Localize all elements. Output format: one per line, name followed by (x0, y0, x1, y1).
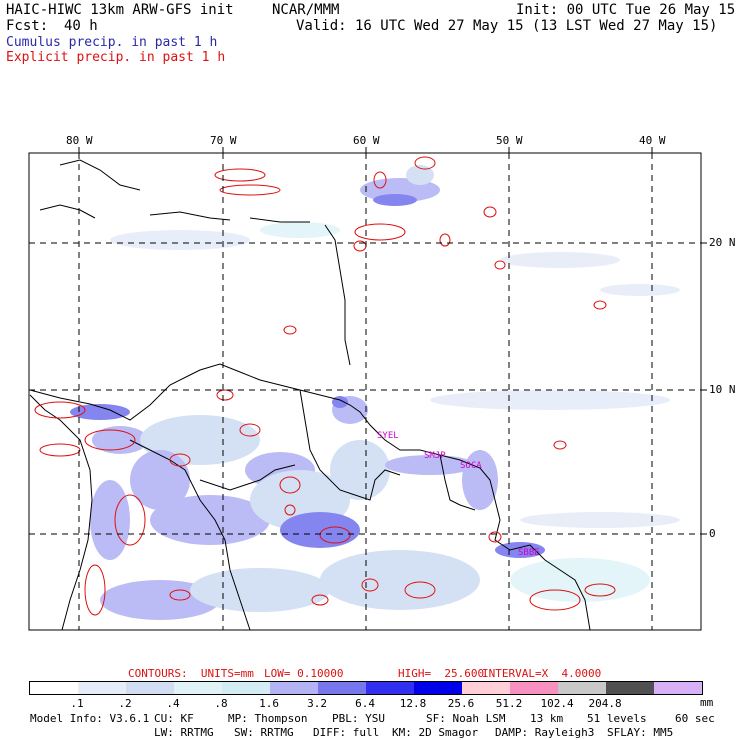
colorbar-tick-label: 204.8 (588, 697, 622, 710)
colorbar-tick-label: .4 (166, 697, 180, 710)
timestep: 60 sec (675, 712, 715, 725)
init-time: Init: 00 UTC Tue 26 May 15 (516, 2, 736, 18)
valid-time: Valid: 16 UTC Wed 27 May 15 (13 LST Wed … (296, 18, 718, 34)
colorbar-swatch (558, 682, 606, 694)
colorbar-swatch (510, 682, 558, 694)
lon-label-70w: 70 W (210, 134, 237, 147)
colorbar-tick-label: .1 (70, 697, 84, 710)
colorbar-unit: mm (700, 696, 714, 709)
cumulus-legend: Cumulus precip. in past 1 h (6, 35, 218, 50)
explicit-legend: Explicit precip. in past 1 h (6, 50, 226, 65)
station-smjp: SMJP (424, 451, 446, 461)
colorbar-swatch (318, 682, 366, 694)
fcst-value: 40 h (64, 18, 98, 34)
colorbar-swatch (270, 682, 318, 694)
contours-interval: INTERVAL=X 4.0000 (482, 667, 602, 680)
station-syel: SYEL (377, 431, 399, 441)
grid-resolution: 13 km (530, 712, 564, 725)
contours-units: CONTOURS: UNITS=mm (128, 667, 254, 680)
station-soca: SOCA (460, 461, 482, 471)
damp-scheme: DAMP: Rayleigh3 (495, 726, 595, 739)
explicit-precip-contours (34, 156, 616, 616)
lon-label-40w: 40 W (639, 134, 666, 147)
colorbar-swatch (222, 682, 270, 694)
colorbar-swatch (654, 682, 702, 694)
cu-scheme: CU: KF (154, 712, 194, 725)
colorbar-swatch (462, 682, 510, 694)
lw-scheme: LW: RRTMG (154, 726, 214, 739)
precip-colorbar (29, 681, 703, 695)
sflay-scheme: SFLAY: MM5 (607, 726, 674, 739)
colorbar-swatch (174, 682, 222, 694)
lon-label-50w: 50 W (496, 134, 523, 147)
colorbar-swatch (78, 682, 126, 694)
colorbar-tick-label: 1.6 (259, 697, 279, 710)
colorbar-tick-label: 102.4 (540, 697, 574, 710)
mp-scheme: MP: Thompson (228, 712, 308, 725)
lon-label-60w: 60 W (353, 134, 380, 147)
sf-scheme: SF: Noah LSM (426, 712, 506, 725)
diff-scheme: DIFF: full (313, 726, 380, 739)
colorbar-tick-label: 6.4 (355, 697, 375, 710)
coastlines (29, 159, 591, 631)
colorbar-tick-label: 12.8 (399, 697, 427, 710)
cumulus-precip-shading (70, 165, 680, 620)
colorbar-tick-label: .2 (118, 697, 132, 710)
lat-label-0: 0 (709, 527, 716, 540)
colorbar-swatch (30, 682, 78, 694)
fcst-label: Fcst: (6, 18, 49, 34)
colorbar-tick-label: 3.2 (307, 697, 327, 710)
km-scheme: KM: 2D Smagor (392, 726, 479, 739)
model-info: Model Info: V3.6.1 (30, 712, 150, 725)
colorbar-tick-label: 25.6 (447, 697, 475, 710)
sw-scheme: SW: RRTMG (234, 726, 294, 739)
station-sbbe: SBBE (518, 548, 540, 558)
lat-label-20n: 20 N (709, 236, 736, 249)
map-frame (28, 152, 702, 631)
org-label: NCAR/MMM (272, 2, 340, 18)
lon-label-80w: 80 W (66, 134, 93, 147)
colorbar-swatch (414, 682, 462, 694)
colorbar-tick-label: .8 (214, 697, 228, 710)
colorbar-tick-label: 51.2 (495, 697, 523, 710)
contours-high: HIGH= 25.600 (398, 667, 485, 680)
contours-low: LOW= 0.10000 (264, 667, 344, 680)
lat-lon-grid (29, 153, 701, 630)
colorbar-swatch (126, 682, 174, 694)
model-title: HAIC-HIWC 13km ARW-GFS init (6, 2, 234, 18)
colorbar-swatch (366, 682, 414, 694)
vertical-levels: 51 levels (587, 712, 647, 725)
lat-label-10n: 10 N (709, 383, 736, 396)
colorbar-swatch (606, 682, 654, 694)
pbl-scheme: PBL: YSU (332, 712, 385, 725)
